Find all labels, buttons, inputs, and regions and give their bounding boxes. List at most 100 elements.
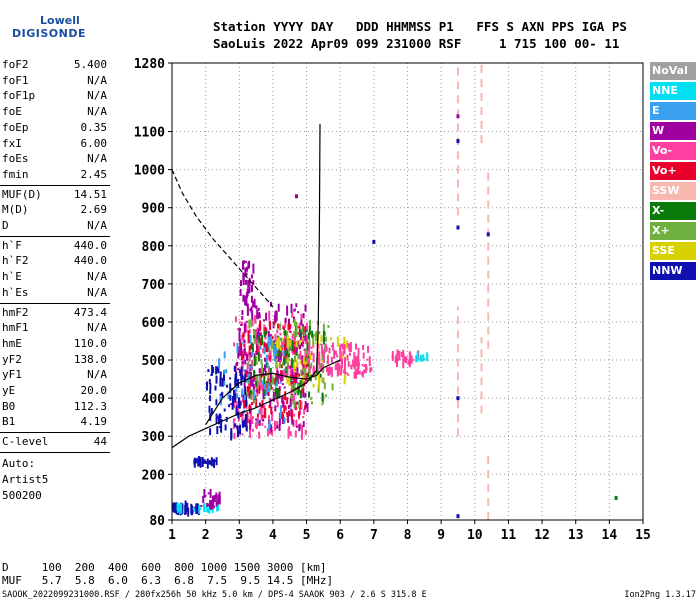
echo-point bbox=[239, 349, 242, 356]
echo-point bbox=[310, 396, 313, 400]
echo-point bbox=[253, 356, 256, 367]
echo-point bbox=[273, 351, 276, 362]
param-name: B1 bbox=[2, 415, 16, 429]
echo-point bbox=[275, 346, 278, 354]
echo-point bbox=[187, 507, 190, 517]
echo-point bbox=[242, 393, 245, 403]
echo-point bbox=[301, 425, 303, 434]
auto-line: Artist5 bbox=[2, 473, 49, 487]
echo-point bbox=[265, 330, 268, 334]
echo-point bbox=[243, 339, 246, 344]
echo-point bbox=[322, 323, 325, 333]
footer-info: SAOOK_2022099231000.RSF / 280fx256h 50 k… bbox=[2, 590, 427, 600]
echo-point bbox=[249, 416, 252, 419]
echo-point bbox=[209, 383, 212, 391]
echo-point bbox=[291, 340, 294, 351]
echo-point bbox=[266, 363, 269, 369]
separator bbox=[0, 432, 110, 434]
echo-point bbox=[283, 358, 286, 366]
y-tick-label: 600 bbox=[142, 316, 166, 331]
echo-point bbox=[334, 350, 337, 355]
echo-point bbox=[323, 347, 326, 353]
echo-point bbox=[178, 508, 181, 512]
echo-point bbox=[318, 354, 321, 365]
echo-point bbox=[281, 345, 284, 348]
echo-point bbox=[357, 347, 360, 355]
echo-point bbox=[294, 194, 298, 199]
echo-point bbox=[273, 378, 276, 385]
echo-point bbox=[216, 504, 218, 512]
echo-point bbox=[238, 426, 241, 429]
echo-point bbox=[306, 354, 309, 361]
echo-point bbox=[280, 374, 283, 382]
echo-point bbox=[215, 492, 218, 500]
echo-point bbox=[281, 337, 284, 340]
echo-point bbox=[304, 392, 307, 398]
echo-point bbox=[422, 354, 425, 362]
logo-digisonde: DIGISONDE bbox=[12, 27, 86, 40]
echo-point bbox=[242, 349, 245, 359]
echo-point bbox=[253, 370, 256, 378]
echo-point bbox=[269, 355, 272, 360]
echo-point bbox=[215, 416, 218, 420]
echo-point bbox=[264, 364, 266, 372]
param-name: M(D) bbox=[2, 203, 29, 217]
echo-point bbox=[215, 457, 218, 466]
echo-point bbox=[242, 260, 244, 270]
echo-point bbox=[343, 336, 346, 344]
echo-point bbox=[307, 350, 310, 354]
echo-point bbox=[247, 337, 250, 342]
echo-point bbox=[209, 500, 212, 509]
echo-point bbox=[210, 408, 213, 415]
param-name: B0 bbox=[2, 399, 16, 413]
clevel-label: C-level bbox=[2, 435, 49, 449]
legend-item: NoVal bbox=[650, 62, 696, 80]
echo-point bbox=[277, 355, 280, 362]
echo-point bbox=[346, 372, 348, 375]
echo-point bbox=[296, 425, 298, 428]
echo-point bbox=[308, 326, 311, 336]
echo-point bbox=[260, 358, 263, 364]
echo-point bbox=[341, 358, 343, 369]
echo-point bbox=[276, 329, 279, 334]
echo-point bbox=[251, 274, 253, 279]
echo-point bbox=[320, 344, 323, 355]
echo-point bbox=[209, 395, 212, 402]
echo-point bbox=[287, 323, 290, 331]
echo-point bbox=[301, 326, 304, 334]
echo-point bbox=[288, 348, 290, 354]
echo-point bbox=[286, 375, 289, 384]
echo-point bbox=[290, 395, 293, 398]
echo-point bbox=[293, 330, 296, 338]
echo-point bbox=[363, 364, 366, 368]
echo-point bbox=[293, 413, 296, 417]
echo-point bbox=[253, 390, 256, 400]
echo-point bbox=[278, 388, 281, 399]
echo-point bbox=[353, 371, 356, 379]
echo-point bbox=[285, 350, 288, 361]
echo-point bbox=[280, 364, 283, 369]
echo-point bbox=[258, 345, 261, 356]
echo-point bbox=[246, 306, 249, 316]
param-name: foE bbox=[2, 105, 22, 119]
echo-point bbox=[297, 311, 300, 314]
echo-point bbox=[240, 366, 243, 373]
echo-point bbox=[199, 457, 202, 467]
echo-point bbox=[267, 354, 270, 361]
echo-point bbox=[397, 358, 400, 362]
echo-point bbox=[290, 303, 293, 313]
echo-point bbox=[368, 356, 371, 367]
echo-point bbox=[402, 358, 405, 369]
echo-point bbox=[207, 492, 210, 495]
echo-point bbox=[215, 366, 218, 375]
echo-point bbox=[250, 344, 253, 350]
echo-point bbox=[250, 390, 252, 395]
echo-point bbox=[266, 371, 269, 379]
echo-point bbox=[284, 340, 287, 343]
echo-point bbox=[283, 406, 286, 414]
echo-point bbox=[394, 356, 397, 364]
echo-point bbox=[305, 373, 308, 381]
echo-point bbox=[263, 383, 266, 390]
echo-point bbox=[288, 327, 291, 333]
echo-point bbox=[232, 418, 235, 429]
